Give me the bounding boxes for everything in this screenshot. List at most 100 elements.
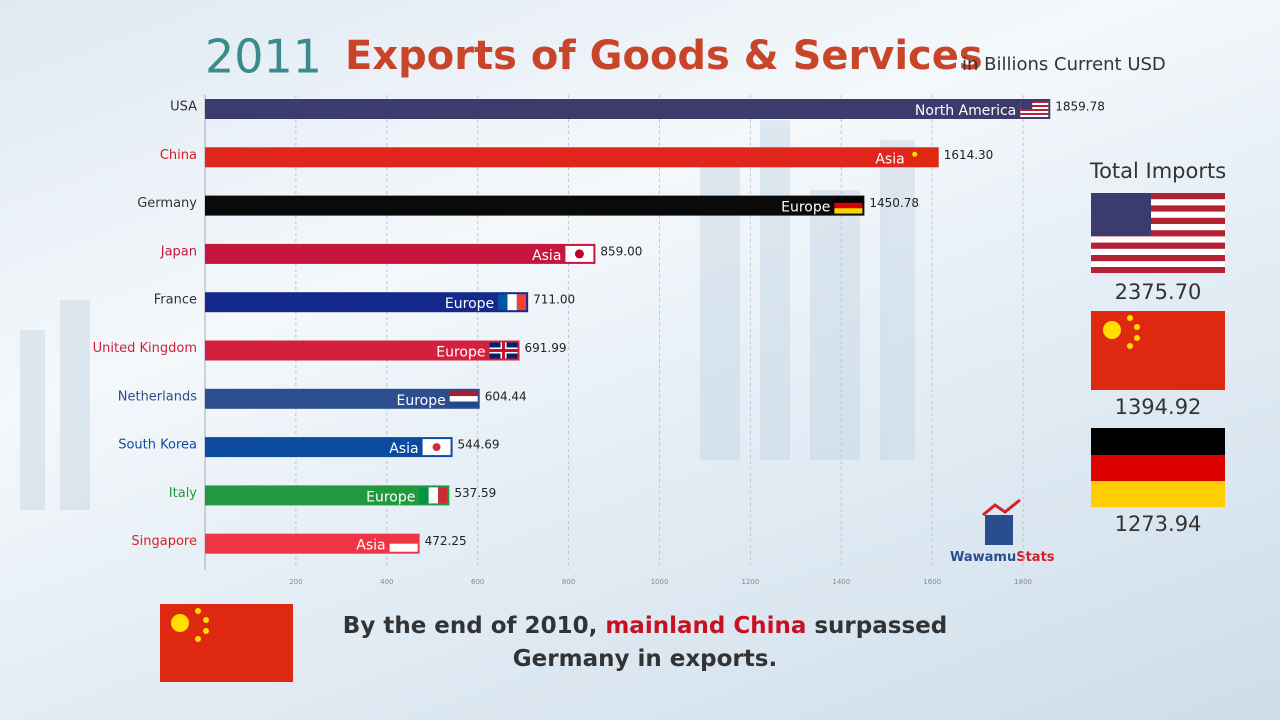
flag-part xyxy=(432,443,441,452)
bar-flag xyxy=(498,294,527,311)
import-value: 1394.92 xyxy=(1115,395,1202,419)
import-value: 1273.94 xyxy=(1115,512,1202,536)
flag-germany xyxy=(1091,428,1225,507)
caption: By the end of 2010, mainland China surpa… xyxy=(300,610,990,676)
value-label: 1614.30 xyxy=(944,148,994,162)
flag-part xyxy=(1020,101,1049,103)
flag-part xyxy=(1020,105,1049,107)
y-tick-label: USA xyxy=(170,100,197,115)
x-tick-label: 1200 xyxy=(741,578,759,586)
x-tick-label: 600 xyxy=(471,578,484,586)
bar-flag xyxy=(489,342,518,359)
y-tick-label: Germany xyxy=(137,196,197,211)
bar xyxy=(205,243,596,264)
flag-part xyxy=(449,390,478,397)
y-tick-label: Japan xyxy=(160,244,197,259)
flag-part xyxy=(438,487,448,504)
flag-part xyxy=(507,294,517,311)
flag-part xyxy=(389,535,418,544)
chart-title: Exports of Goods & Services xyxy=(345,33,983,79)
y-tick-label: Netherlands xyxy=(118,389,197,404)
y-tick-label: China xyxy=(160,148,197,163)
y-tick-label: Singapore xyxy=(131,534,197,549)
value-label: 1450.78 xyxy=(869,196,919,210)
x-tick-label: 1800 xyxy=(1014,578,1032,586)
flag-part xyxy=(834,197,863,204)
flag-part xyxy=(908,149,937,166)
region-label: Asia xyxy=(875,151,904,167)
flag-part xyxy=(498,294,508,311)
flag-part xyxy=(489,349,518,352)
flag-part xyxy=(1020,109,1049,111)
background-skyline xyxy=(20,120,915,510)
caption-before: By the end of 2010, xyxy=(342,613,606,639)
x-tick-label: 200 xyxy=(289,578,302,586)
value-label: 472.25 xyxy=(425,534,467,548)
flag-part xyxy=(419,487,429,504)
bar-flag xyxy=(449,390,478,407)
flag-part xyxy=(834,202,863,209)
logo-icon xyxy=(982,498,1021,545)
bar-flag xyxy=(422,439,451,456)
value-label: 711.00 xyxy=(533,293,575,307)
bar xyxy=(205,437,453,458)
bar xyxy=(205,485,450,506)
x-tick-label: 1400 xyxy=(832,578,850,586)
bar-flag xyxy=(419,487,448,504)
bar xyxy=(205,533,420,554)
bar xyxy=(205,147,939,168)
bar-flag xyxy=(834,197,863,214)
y-tick-label: Italy xyxy=(169,486,198,501)
flag-part xyxy=(1020,101,1033,109)
bar xyxy=(205,292,529,313)
flag-part xyxy=(389,543,418,552)
value-label: 544.69 xyxy=(458,438,500,452)
region-label: North America xyxy=(915,103,1016,119)
bar-flag xyxy=(1020,101,1049,117)
bar xyxy=(205,388,480,409)
value-label: 691.99 xyxy=(525,341,567,355)
region-label: Europe xyxy=(436,345,485,361)
flag-usa xyxy=(1091,193,1225,273)
y-tick-label: South Korea xyxy=(118,438,197,453)
subtitle: in Billions Current USD xyxy=(962,54,1166,75)
flag-part xyxy=(912,151,918,157)
flag-china-caption xyxy=(160,604,293,682)
region-label: Asia xyxy=(356,538,385,554)
caption-after: surpassed Germany in exports. xyxy=(512,613,948,672)
bar xyxy=(205,195,865,216)
region-label: Europe xyxy=(366,489,415,505)
region-label: Asia xyxy=(389,441,418,457)
logo-second: Stats xyxy=(1016,550,1055,565)
caption-highlight: mainland China xyxy=(605,613,807,639)
value-label: 604.44 xyxy=(485,389,527,403)
region-label: Europe xyxy=(445,296,494,312)
y-tick-label: France xyxy=(154,293,197,308)
bar-flag xyxy=(389,535,418,552)
flag-part xyxy=(834,208,863,214)
bar xyxy=(205,340,520,361)
flag-part xyxy=(516,294,527,311)
bar xyxy=(205,99,1051,119)
flag-part xyxy=(1020,113,1049,115)
y-tick-label: United Kingdom xyxy=(93,341,197,356)
x-tick-label: 400 xyxy=(380,578,393,586)
logo: WawamuStats xyxy=(950,550,1055,565)
value-label: 859.00 xyxy=(600,244,642,258)
year: 2011 xyxy=(205,30,322,84)
value-label: 537.59 xyxy=(454,486,496,500)
bar-flag xyxy=(565,245,594,262)
flag-china xyxy=(1091,311,1225,390)
x-tick-label: 1600 xyxy=(923,578,941,586)
region-label: Europe xyxy=(781,200,830,216)
flag-part xyxy=(449,396,478,402)
region-label: Asia xyxy=(532,248,561,264)
imports-title: Total Imports xyxy=(1089,159,1226,183)
x-tick-label: 800 xyxy=(562,578,575,586)
region-label: Europe xyxy=(396,393,445,409)
flag-part xyxy=(574,249,584,259)
logo-first: Wawamu xyxy=(950,550,1016,565)
import-value: 2375.70 xyxy=(1115,280,1202,304)
